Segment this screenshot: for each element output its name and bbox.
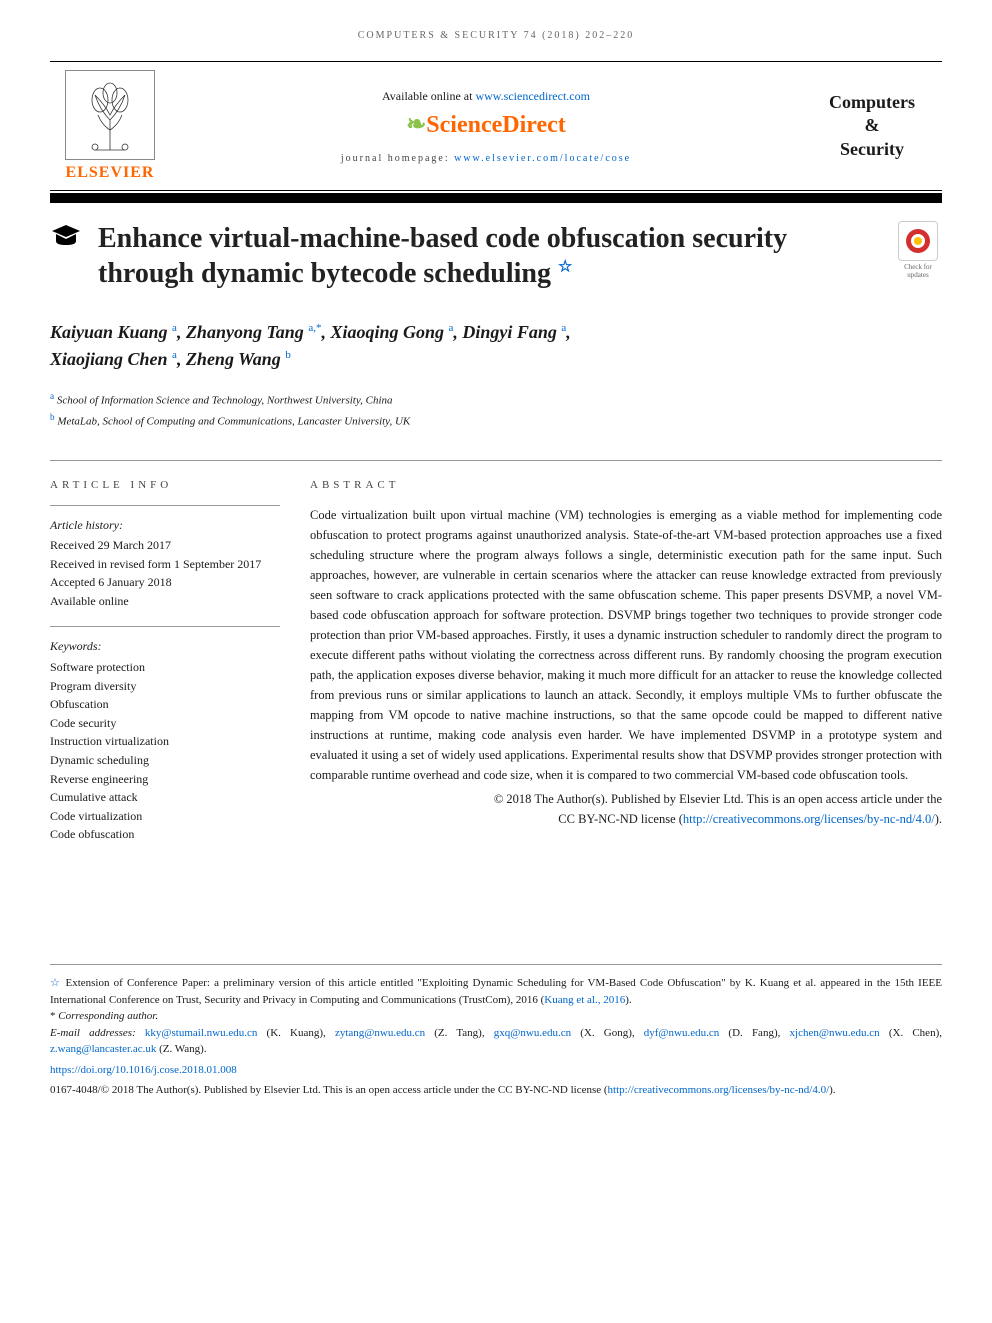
history-line: Received 29 March 2017 [50, 536, 280, 555]
author: Dingyi Fang a [462, 322, 566, 342]
elsevier-logo: ELSEVIER [50, 70, 170, 182]
article-info-head: ARTICLE INFO [50, 479, 280, 491]
history-line: Received in revised form 1 September 201… [50, 555, 280, 574]
email-link[interactable]: xjchen@nwu.edu.cn [790, 1027, 880, 1039]
graduation-cap-icon [50, 221, 82, 253]
copyright: © 2018 The Author(s). Published by Elsev… [310, 789, 942, 829]
keyword: Instruction virtualization [50, 732, 280, 751]
email-link[interactable]: z.wang@lancaster.ac.uk [50, 1043, 156, 1055]
email-link[interactable]: dyf@nwu.edu.cn [644, 1027, 720, 1039]
corresponding-author-note: * Corresponding author. [50, 1008, 942, 1025]
keyword: Dynamic scheduling [50, 751, 280, 770]
journal-name-amp: & [802, 114, 942, 137]
journal-name-1: Computers [802, 91, 942, 114]
issn-cc-link[interactable]: http://creativecommons.org/licenses/by-n… [608, 1084, 830, 1096]
masthead-center: Available online at www.sciencedirect.co… [170, 89, 802, 164]
asterisk-icon: * [50, 1010, 58, 1022]
email-link[interactable]: gxq@nwu.edu.cn [494, 1027, 571, 1039]
running-head-prefix: COMPUTERS & SECURITY [358, 30, 524, 41]
keywords-block: Keywords: Software protectionProgram div… [50, 626, 280, 844]
check-updates[interactable]: Check for updates [894, 221, 942, 279]
elsevier-brand-text: ELSEVIER [50, 164, 170, 182]
email-link[interactable]: kky@stumail.nwu.edu.cn [145, 1027, 257, 1039]
journal-name-2: Security [802, 138, 942, 161]
keyword: Code security [50, 714, 280, 733]
article-history-block: Article history: Received 29 March 2017R… [50, 505, 280, 611]
keyword: Obfuscation [50, 695, 280, 714]
doi: https://doi.org/10.1016/j.cose.2018.01.0… [50, 1062, 942, 1079]
journal-homepage: journal homepage: www.elsevier.com/locat… [170, 153, 802, 164]
abstract-column: ABSTRACT Code virtualization built upon … [310, 479, 942, 845]
journal-homepage-link[interactable]: www.elsevier.com/locate/cose [454, 153, 631, 164]
keyword: Code obfuscation [50, 825, 280, 844]
abstract-head: ABSTRACT [310, 479, 942, 491]
running-head: COMPUTERS & SECURITY 74 (2018) 202–220 [50, 30, 942, 41]
author: Zheng Wang b [186, 349, 291, 369]
doi-link[interactable]: https://doi.org/10.1016/j.cose.2018.01.0… [50, 1064, 237, 1076]
abstract-text: Code virtualization built upon virtual m… [310, 505, 942, 785]
title-footnote-star: ☆ [558, 259, 572, 276]
running-head-citation: 74 (2018) 202–220 [524, 30, 635, 41]
sciencedirect-link[interactable]: www.sciencedirect.com [475, 89, 590, 103]
author: Xiaojiang Chen a [50, 349, 177, 369]
extension-note: ☆ Extension of Conference Paper: a preli… [50, 975, 942, 1008]
sciencedirect-logo: ❧ScienceDirect [170, 110, 802, 139]
article-info-column: ARTICLE INFO Article history: Received 2… [50, 479, 280, 845]
authors: Kaiyuan Kuang a, Zhanyong Tang a,*, Xiao… [50, 319, 942, 373]
title-row: Enhance virtual-machine-based code obfus… [50, 221, 942, 291]
black-bar [50, 193, 942, 203]
two-column-layout: ARTICLE INFO Article history: Received 2… [50, 479, 942, 845]
emails: E-mail addresses: kky@stumail.nwu.edu.cn… [50, 1025, 942, 1058]
keyword: Cumulative attack [50, 788, 280, 807]
history-label: Article history: [50, 516, 280, 535]
history-line: Accepted 6 January 2018 [50, 573, 280, 592]
keywords-label: Keywords: [50, 637, 280, 656]
journal-cover: Computers & Security [802, 91, 942, 161]
footer: ☆ Extension of Conference Paper: a preli… [50, 964, 942, 1099]
crossmark-icon[interactable] [898, 221, 938, 261]
extension-cite-link[interactable]: Kuang et al., 2016 [544, 994, 625, 1006]
history-line: Available online [50, 592, 280, 611]
affiliation: a School of Information Science and Tech… [50, 389, 942, 410]
keyword: Reverse engineering [50, 770, 280, 789]
leaf-icon: ❧ [406, 112, 426, 138]
author: Kaiyuan Kuang a [50, 322, 177, 342]
issn-line: 0167-4048/© 2018 The Author(s). Publishe… [50, 1082, 942, 1099]
author: Zhanyong Tang a,* [186, 322, 322, 342]
author: Xiaoqing Gong a [330, 322, 453, 342]
available-online: Available online at www.sciencedirect.co… [170, 89, 802, 104]
keyword: Code virtualization [50, 807, 280, 826]
keyword: Software protection [50, 658, 280, 677]
affiliation: b MetaLab, School of Computing and Commu… [50, 410, 942, 431]
article-title: Enhance virtual-machine-based code obfus… [98, 221, 878, 291]
check-updates-caption: Check for updates [894, 263, 942, 279]
cc-license-link[interactable]: http://creativecommons.org/licenses/by-n… [683, 812, 935, 826]
affiliations: a School of Information Science and Tech… [50, 389, 942, 432]
footnote-star-icon: ☆ [50, 977, 65, 989]
divider [50, 460, 942, 461]
keyword: Program diversity [50, 677, 280, 696]
email-link[interactable]: zytang@nwu.edu.cn [335, 1027, 425, 1039]
masthead: ELSEVIER Available online at www.science… [50, 61, 942, 191]
elsevier-tree-icon [65, 70, 155, 160]
